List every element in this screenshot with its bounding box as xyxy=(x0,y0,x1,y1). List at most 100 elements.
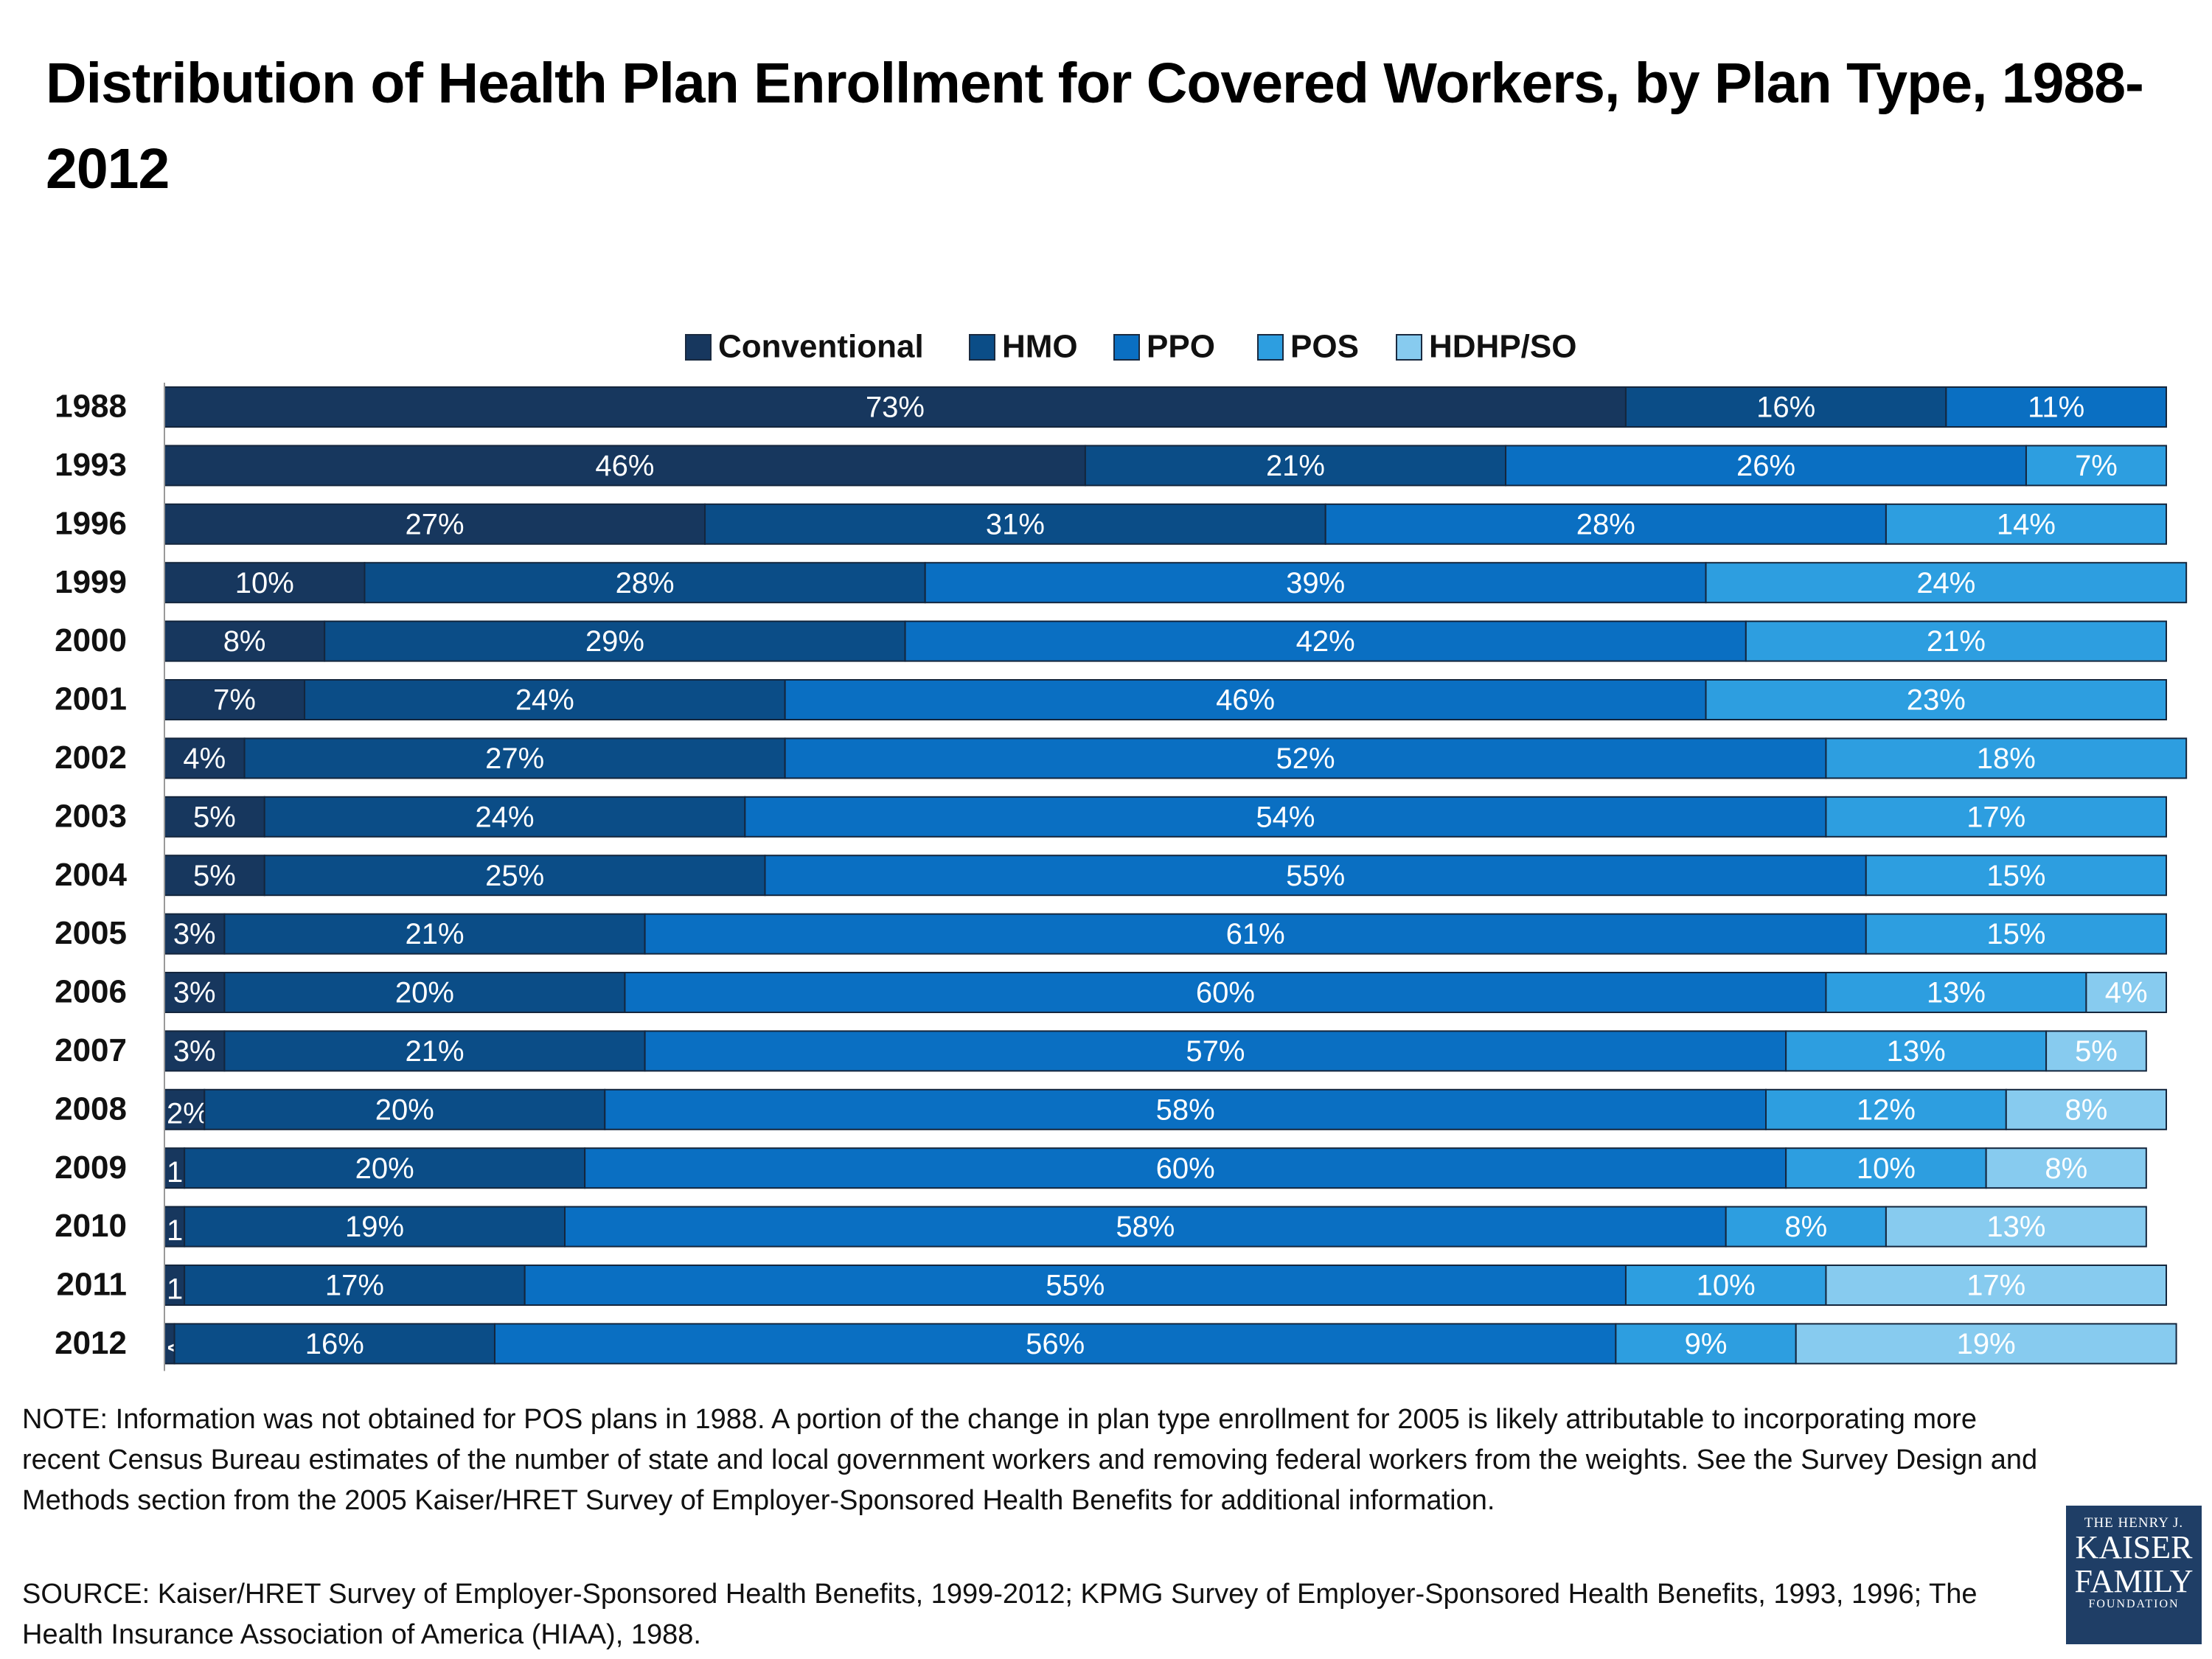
bar-segment xyxy=(304,679,786,720)
data-label: 46% xyxy=(595,450,654,482)
data-label: 26% xyxy=(1736,450,1795,482)
legend-swatch xyxy=(1113,334,1140,361)
bar-segment xyxy=(164,503,706,545)
data-label: 3% xyxy=(173,977,216,1009)
data-label: 31% xyxy=(986,508,1045,540)
bar-segment xyxy=(1865,855,2167,897)
bar-segment xyxy=(2005,1088,2168,1130)
data-label: 20% xyxy=(395,977,454,1009)
bar-segment xyxy=(1745,620,2168,662)
bar-segment xyxy=(164,1030,226,1072)
data-label: 29% xyxy=(585,625,644,658)
legend-label: PPO xyxy=(1147,329,1215,365)
legend-label: POS xyxy=(1290,329,1359,365)
bar-segment xyxy=(184,1147,586,1189)
legend-swatch xyxy=(969,334,995,361)
bar-segment xyxy=(173,1323,495,1365)
data-label: 13% xyxy=(1986,1211,2045,1243)
data-label: 21% xyxy=(1266,450,1325,482)
data-label: 2% xyxy=(167,1097,209,1130)
data-label: 5% xyxy=(193,860,236,892)
bar-segment xyxy=(1324,503,1887,545)
logo-text: FOUNDATION xyxy=(2088,1598,2180,1611)
bar-segment xyxy=(1725,1206,1887,1248)
data-label: 15% xyxy=(1986,860,2045,892)
bar-segment xyxy=(184,1265,526,1306)
bar-segment xyxy=(704,503,1326,545)
bar-segment xyxy=(1795,1323,2177,1365)
y-tick-label: 2002 xyxy=(55,740,127,776)
bar-segment xyxy=(164,737,246,779)
bar-segment xyxy=(644,913,1867,955)
legend-swatch xyxy=(685,334,712,361)
y-tick-label: 2009 xyxy=(55,1150,127,1186)
data-label: 46% xyxy=(1216,684,1275,717)
data-label: 28% xyxy=(1576,508,1635,540)
data-label: 7% xyxy=(213,684,256,717)
bar-segment xyxy=(164,1265,186,1306)
bar-segment xyxy=(364,562,926,604)
data-label: 58% xyxy=(1116,1211,1175,1243)
bar-segment xyxy=(1825,737,2188,779)
data-label: 60% xyxy=(1196,977,1255,1009)
data-label: 9% xyxy=(1685,1328,1728,1360)
bar-segment xyxy=(223,913,646,955)
data-label: 3% xyxy=(173,918,216,950)
logo: THE HENRY J. KAISER FAMILY FOUNDATION xyxy=(2066,1506,2202,1644)
bar-segment xyxy=(2045,1030,2147,1072)
data-label: 24% xyxy=(476,801,535,833)
bar-segment xyxy=(2085,972,2167,1013)
chart-title: Distribution of Health Plan Enrollment f… xyxy=(46,52,2144,201)
data-label: 61% xyxy=(1226,918,1285,950)
data-label: 3% xyxy=(173,1035,216,1068)
bar-segment xyxy=(584,1147,1787,1189)
bar-segment xyxy=(1765,1088,2007,1130)
bar-segment xyxy=(1885,1206,2147,1248)
bar-segment xyxy=(164,386,1627,428)
y-tick-label: 2012 xyxy=(55,1325,127,1361)
bar-segment xyxy=(164,445,1086,487)
legend-swatch xyxy=(1257,334,1284,361)
data-label: 17% xyxy=(325,1270,384,1302)
bar-segment xyxy=(1825,796,2167,838)
y-tick-label: 2001 xyxy=(55,681,127,717)
bar-segment xyxy=(1825,1265,2167,1306)
data-label: 39% xyxy=(1286,567,1345,599)
data-label: 55% xyxy=(1286,860,1345,892)
bar-segment xyxy=(1705,679,2168,720)
data-label: 8% xyxy=(1784,1211,1827,1243)
data-label: 54% xyxy=(1256,801,1315,833)
data-label: 60% xyxy=(1156,1152,1215,1185)
bar-segment xyxy=(784,737,1827,779)
bar-segment xyxy=(1615,1323,1797,1365)
legend-label: Conventional xyxy=(718,329,924,365)
bar-segment xyxy=(924,562,1707,604)
data-label: 23% xyxy=(1907,684,1966,717)
data-label: 7% xyxy=(2075,450,2118,482)
bar-segment xyxy=(164,796,265,838)
bar-segment xyxy=(204,1088,606,1130)
bar-segment xyxy=(223,972,626,1013)
logo-text: FAMILY xyxy=(2074,1563,2194,1600)
data-label: 11% xyxy=(2028,392,2084,424)
data-label: 16% xyxy=(1756,392,1815,424)
data-label: 58% xyxy=(1156,1093,1215,1126)
y-tick-label: 2007 xyxy=(55,1032,127,1068)
bar-segment xyxy=(184,1206,566,1248)
bar-segment xyxy=(263,796,746,838)
bar-segment xyxy=(2025,445,2167,487)
y-tick-label: 2008 xyxy=(55,1091,127,1127)
source: SOURCE: Kaiser/HRET Survey of Employer-S… xyxy=(22,1579,1978,1650)
bar-segment xyxy=(223,1030,646,1072)
y-tick-label: 2003 xyxy=(55,798,127,834)
data-label: 57% xyxy=(1186,1035,1245,1068)
bar-segment xyxy=(164,1088,206,1130)
data-label: 19% xyxy=(1957,1328,2016,1360)
bar-segment xyxy=(1825,972,2087,1013)
data-label: 24% xyxy=(515,684,574,717)
data-label: 15% xyxy=(1986,918,2045,950)
data-label: 73% xyxy=(866,392,925,424)
bar-segment xyxy=(744,796,1827,838)
data-label: 5% xyxy=(2075,1035,2118,1068)
